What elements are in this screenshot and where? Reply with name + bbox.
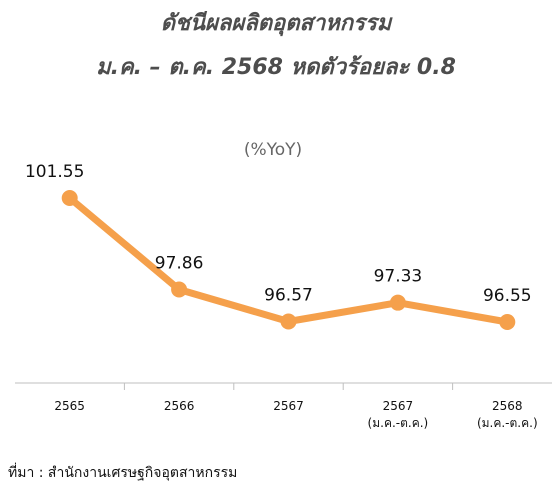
data-label: 96.57 (264, 286, 313, 306)
marker (171, 281, 188, 298)
source-note: ที่มา : สำนักงานเศรษฐกิจอุตสาหกรรม (8, 465, 238, 481)
marker (389, 294, 406, 311)
chart-subtitle: ม.ค. – ต.ค. 2568 หดตัวร้อยละ 0.8 (96, 55, 456, 80)
marker (61, 190, 78, 206)
x-tick-label: 2565 (54, 399, 85, 413)
x-tick-label: 2566 (163, 399, 195, 413)
marker (499, 314, 516, 330)
x-tick-label: 2568 (ม.ค.-ต.ค.) (476, 399, 538, 430)
data-label: 101.55 (25, 162, 84, 182)
chart-title: ดัชนีผลผลิตอุตสาหกรรม (161, 10, 393, 37)
data-label: 97.33 (374, 267, 423, 287)
data-label: 96.55 (483, 286, 532, 306)
x-tick-label: 2567 (ม.ค.-ต.ค.) (367, 399, 429, 430)
y-axis-label: (%YoY) (244, 140, 302, 160)
x-tick-label: 2567 (273, 399, 304, 413)
marker (280, 313, 297, 330)
data-label: 97.86 (155, 254, 204, 274)
